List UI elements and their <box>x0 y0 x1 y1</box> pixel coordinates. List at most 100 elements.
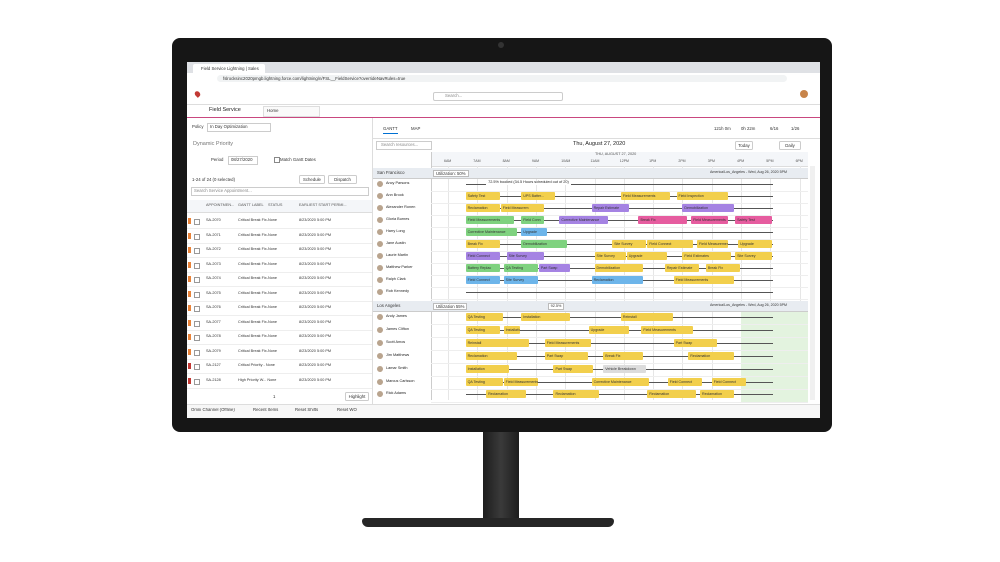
avatar[interactable] <box>800 90 808 98</box>
service-appointment[interactable]: Upgrade <box>738 240 773 248</box>
service-appointment[interactable]: Break Fix <box>638 216 688 224</box>
schedule-button[interactable]: Schedule <box>299 175 325 184</box>
row-checkbox[interactable] <box>194 306 200 312</box>
footer-item[interactable]: Recent Items <box>253 408 279 412</box>
row-checkbox[interactable] <box>194 320 200 327</box>
service-appointment[interactable]: Field Estimates <box>682 252 732 260</box>
service-appointment[interactable]: Field Connect <box>465 252 500 260</box>
service-appointment[interactable]: Battery Replac <box>465 264 500 272</box>
service-appointment[interactable]: Repair Estimate <box>664 264 699 272</box>
page-number[interactable]: 1 <box>273 394 276 399</box>
service-appointment[interactable]: Repair Estimate <box>591 204 629 212</box>
service-appointment[interactable]: Break Fix <box>705 264 740 272</box>
resource-name[interactable]: Jane Austin <box>386 241 406 245</box>
list-row[interactable] <box>187 330 372 345</box>
row-checkbox[interactable] <box>194 378 200 385</box>
service-appointment[interactable]: QA Testing <box>465 313 503 321</box>
list-row[interactable] <box>187 345 372 360</box>
service-appointment[interactable]: Field Measurements <box>673 276 735 284</box>
row-checkbox[interactable] <box>194 349 200 356</box>
service-appointment[interactable]: Part Swap <box>538 264 571 272</box>
service-appointment[interactable]: Reinstall <box>620 313 673 321</box>
row-checkbox[interactable] <box>194 277 200 283</box>
service-appointment[interactable]: Site Survey <box>594 252 626 260</box>
service-appointment[interactable]: Field Measurements <box>641 325 694 334</box>
resource-name[interactable]: Ann Brook <box>386 193 404 197</box>
resource-name[interactable]: Rob Kennedy <box>386 289 410 293</box>
period-input[interactable] <box>228 156 258 165</box>
match-checkbox[interactable] <box>274 157 280 163</box>
service-appointment[interactable]: Vehicle Breakdown <box>603 364 647 373</box>
address-bar[interactable] <box>217 75 787 82</box>
resource-name[interactable]: Ralph Clark <box>386 277 406 281</box>
service-appointment[interactable]: Field Measurements <box>697 240 729 248</box>
list-row[interactable] <box>187 374 372 389</box>
service-appointment[interactable]: Reclamation <box>553 390 600 399</box>
row-checkbox[interactable] <box>194 219 200 225</box>
service-appointment[interactable]: Safety Test <box>465 192 500 200</box>
service-appointment[interactable]: QA Testing <box>465 377 503 386</box>
service-appointment[interactable]: Field Connect <box>647 240 694 248</box>
list-row[interactable] <box>187 258 372 273</box>
footer-item[interactable]: Reset WO <box>337 408 357 412</box>
service-appointment[interactable]: Part Swap <box>544 351 588 360</box>
gantt-tab[interactable]: MAP <box>411 126 421 131</box>
service-appointment[interactable]: Safety Test <box>735 216 773 224</box>
service-appointment[interactable]: Site Survey <box>612 240 647 248</box>
row-checkbox[interactable] <box>194 262 200 269</box>
footer-item[interactable]: Omni Channel (Offline) <box>191 408 235 412</box>
service-appointment[interactable]: Installation <box>521 313 571 321</box>
policy-value[interactable]: In Day Optimization <box>210 124 248 129</box>
list-row[interactable] <box>187 287 372 302</box>
resource-name[interactable]: Lamar Smith <box>386 365 408 370</box>
service-appointment[interactable]: Site Survey <box>503 276 538 284</box>
row-checkbox[interactable] <box>194 248 200 254</box>
service-appointment[interactable]: Field Measurem <box>500 204 544 212</box>
service-appointment[interactable]: UPS Batter... <box>521 192 556 200</box>
service-appointment[interactable]: Field Connect <box>711 377 746 386</box>
list-row[interactable] <box>187 229 372 244</box>
period-value[interactable]: 08/27/2020 <box>231 157 253 162</box>
service-appointment[interactable]: Part Swap <box>673 338 717 347</box>
list-row[interactable] <box>187 316 372 331</box>
resource-name[interactable]: Alexander Ronen <box>386 205 416 209</box>
resource-name[interactable]: Matthew Parker <box>386 265 413 269</box>
list-row[interactable] <box>187 272 372 287</box>
service-appointment[interactable]: Demobilization <box>682 204 735 212</box>
resource-name[interactable]: Andy James <box>386 314 407 318</box>
nav-tab-label[interactable]: Home <box>267 108 279 113</box>
resource-name[interactable]: Ancy Parsons <box>386 181 410 185</box>
list-row[interactable] <box>187 243 372 258</box>
row-checkbox[interactable] <box>194 364 200 370</box>
resource-name[interactable]: Jim Matthews <box>386 352 410 357</box>
footer-item[interactable]: Reset Shifts <box>295 408 319 412</box>
list-name[interactable]: Dynamic Priority <box>193 141 234 147</box>
service-appointment[interactable]: Site Survey <box>735 252 773 260</box>
tab-title[interactable]: Field Service Lightning | Sales <box>201 66 259 71</box>
row-checkbox[interactable] <box>194 335 200 341</box>
service-appointment[interactable]: Field Measurements <box>465 216 515 224</box>
service-appointment[interactable]: Corrective Maintenance <box>559 216 609 224</box>
service-appointment[interactable]: Field Connect <box>667 377 702 386</box>
list-row[interactable] <box>187 214 372 229</box>
resource-name[interactable]: Gloria Burnes <box>386 217 410 221</box>
service-appointment[interactable]: Corrective Maintenance <box>591 377 650 386</box>
service-appointment[interactable]: Installation <box>503 325 521 334</box>
service-appointment[interactable]: Field Measurements <box>544 338 591 347</box>
service-appointment[interactable]: Reclamation <box>688 351 735 360</box>
service-appointment[interactable]: Demobilization <box>521 240 568 248</box>
dispatch-button[interactable]: Dispatch <box>328 175 357 184</box>
view-select[interactable]: Daily <box>779 141 801 150</box>
url[interactable]: fslrocksinc2020pmgb.lightning.force.com/… <box>223 76 406 81</box>
service-appointment[interactable]: Field Measurements <box>691 216 729 224</box>
service-appointment[interactable]: Field Connect <box>465 276 500 284</box>
service-appointment[interactable]: Upgrade <box>626 252 667 260</box>
service-appointment[interactable]: Break Fix <box>603 351 644 360</box>
tab[interactable] <box>193 64 265 73</box>
service-appointment[interactable]: QA Testing <box>465 325 500 334</box>
service-appointment[interactable]: Corrective Maintenance <box>465 228 518 236</box>
service-appointment[interactable]: Reclamation <box>465 204 500 212</box>
resource-name[interactable]: Laurie Martin <box>386 253 409 257</box>
resource-name[interactable]: Scott Amos <box>386 339 406 344</box>
service-appointment[interactable]: Field Inspection <box>676 192 729 200</box>
